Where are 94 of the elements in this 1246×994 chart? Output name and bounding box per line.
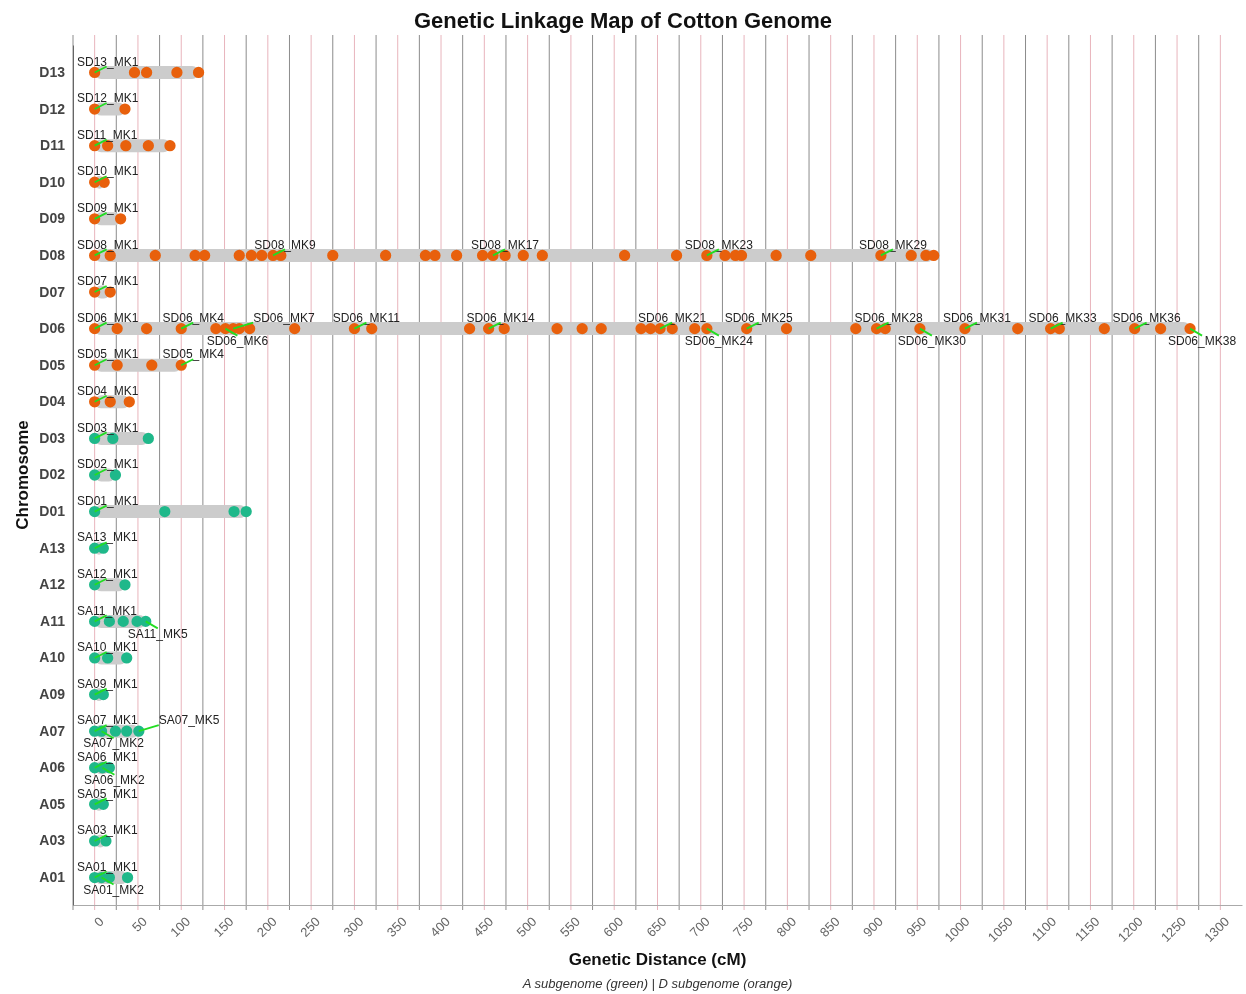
annotation: SD06_MK28 bbox=[854, 310, 923, 325]
annotation: SD06_MK14 bbox=[466, 310, 535, 325]
chart-title: Genetic Linkage Map of Cotton Genome bbox=[413, 8, 833, 33]
annotation: SD08_MK1 bbox=[77, 237, 139, 252]
annotation: SA06_MK1 bbox=[77, 749, 139, 764]
y-tick-label: A07 bbox=[39, 722, 66, 739]
annotation: SA11_MK1 bbox=[77, 603, 138, 618]
x-tick-label: 300 bbox=[340, 913, 367, 940]
annotation: SD06_MK11 bbox=[332, 310, 401, 325]
annotation: SD08_MK23 bbox=[684, 237, 754, 252]
annotation: SA12_MK1 bbox=[77, 566, 139, 581]
y-tick-label: A09 bbox=[39, 686, 66, 703]
annotation: SD06_MK31 bbox=[942, 310, 1012, 325]
annotation: SA01_MK1 bbox=[77, 859, 139, 874]
annotation: SD06_MK38 bbox=[1168, 333, 1237, 348]
y-tick-label: A12 bbox=[39, 576, 66, 593]
annotation: SA10_MK1 bbox=[77, 640, 139, 655]
annotation: SD06_MK33 bbox=[1028, 310, 1097, 325]
y-tick-label: D13 bbox=[39, 63, 66, 80]
annotation: SD04_MK1 bbox=[77, 384, 139, 399]
x-tick-label: 800 bbox=[773, 913, 800, 940]
annotation: SD05_MK4 bbox=[162, 347, 225, 362]
annotation: SA11_MK5 bbox=[127, 626, 188, 641]
annotation: SA07_MK2 bbox=[83, 736, 145, 751]
y-tick-label: A05 bbox=[39, 795, 66, 812]
y-tick-label: D04 bbox=[39, 393, 66, 410]
y-tick-label: D09 bbox=[39, 210, 66, 227]
annotation: SD01_MK1 bbox=[77, 493, 139, 508]
annotation: SA03_MK1 bbox=[77, 823, 139, 838]
annotation: SD08_MK29 bbox=[858, 237, 928, 252]
annotation: SD06_MK6 bbox=[206, 333, 269, 348]
y-tick-label: D01 bbox=[39, 503, 66, 520]
x-tick-label: 350 bbox=[383, 913, 410, 940]
x-tick-label: 650 bbox=[643, 913, 670, 940]
annotation: SD08_MK9 bbox=[254, 237, 317, 252]
annotation: SD06_MK24 bbox=[684, 333, 754, 348]
annotation: SD07_MK1 bbox=[77, 274, 139, 289]
annotation: SA05_MK1 bbox=[77, 786, 139, 801]
x-tick-label: 400 bbox=[427, 913, 453, 940]
annotation: SA06_MK2 bbox=[84, 772, 146, 787]
annotation: SA07_MK1 bbox=[77, 713, 139, 728]
x-tick-label: 50 bbox=[129, 913, 150, 935]
x-tick-label: 0 bbox=[90, 913, 107, 930]
y-tick-label: A10 bbox=[39, 649, 66, 666]
annotation: SD06_MK4 bbox=[162, 310, 225, 325]
y-tick-label: A13 bbox=[39, 539, 66, 556]
x-tick-label: 900 bbox=[859, 913, 886, 940]
x-tick-label: 600 bbox=[600, 913, 627, 940]
annotation: SD10_MK1 bbox=[77, 164, 139, 179]
annotation: SD09_MK1 bbox=[77, 201, 139, 216]
x-tick-label: 550 bbox=[556, 913, 583, 940]
x-tick-label: 450 bbox=[470, 913, 497, 940]
annotation: SD13_MK1 bbox=[77, 54, 139, 69]
annotation: SD02_MK1 bbox=[77, 457, 139, 472]
x-tick-label: 700 bbox=[686, 913, 713, 940]
x-tick-label: 150 bbox=[210, 913, 237, 940]
y-axis-title: Chromosome bbox=[13, 420, 32, 530]
annotation: SD08_MK17 bbox=[470, 237, 540, 252]
y-tick-label: D08 bbox=[39, 246, 66, 263]
y-tick-label: D03 bbox=[39, 429, 66, 446]
annotation: SD06_MK25 bbox=[724, 310, 794, 325]
annotation: SD06_MK21 bbox=[638, 310, 707, 325]
y-tick-label: A03 bbox=[39, 832, 66, 849]
text: A subgenome (green) | D subgenome (orange) bbox=[521, 976, 793, 991]
x-tick-label: 200 bbox=[253, 913, 280, 940]
annotation: SD06_MK7 bbox=[253, 310, 315, 325]
y-tick-label: D05 bbox=[39, 356, 66, 373]
x-axis-title: Genetic Distance (cM) bbox=[568, 950, 747, 969]
y-tick-label: D06 bbox=[39, 320, 66, 337]
annotation: SA13_MK1 bbox=[77, 530, 139, 545]
y-tick-label: A11 bbox=[40, 612, 66, 629]
x-tick-label: 100 bbox=[167, 913, 194, 940]
annotation: SD06_MK30 bbox=[897, 333, 967, 348]
y-tick-label: A06 bbox=[39, 759, 66, 776]
annotation: SD03_MK1 bbox=[77, 420, 139, 435]
annotation: SD12_MK1 bbox=[77, 91, 139, 106]
y-tick-label: D12 bbox=[39, 100, 66, 117]
y-tick-label: D11 bbox=[40, 137, 66, 154]
x-tick-label: 950 bbox=[903, 913, 930, 940]
y-tick-label: A01 bbox=[39, 869, 66, 886]
y-tick-label: D02 bbox=[39, 466, 66, 483]
annotation: SD06_MK36 bbox=[1112, 310, 1181, 325]
x-tick-label: 750 bbox=[730, 913, 757, 940]
x-tick-label: 250 bbox=[297, 913, 324, 940]
x-tick-label: 850 bbox=[816, 913, 843, 940]
y-tick-label: D07 bbox=[39, 283, 66, 300]
x-tick-label: 500 bbox=[513, 913, 540, 940]
y-tick-label: D10 bbox=[39, 173, 66, 190]
annotation: SD05_MK1 bbox=[77, 347, 139, 362]
annotation: SA09_MK1 bbox=[77, 676, 139, 691]
annotation: SD06_MK1 bbox=[77, 310, 139, 325]
annotation: SA07_MK5 bbox=[158, 713, 220, 728]
annotation: SA01_MK2 bbox=[83, 882, 145, 897]
annotation: SD11_MK1 bbox=[77, 127, 138, 142]
